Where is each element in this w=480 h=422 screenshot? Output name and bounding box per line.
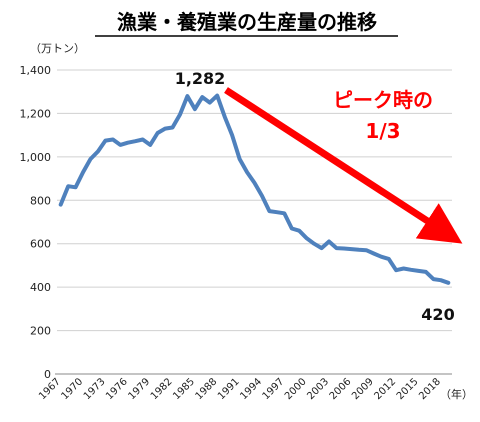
- data-point: [185, 94, 190, 98]
- data-point: [260, 194, 264, 198]
- data-point: [237, 157, 242, 161]
- gridlines: [57, 69, 452, 332]
- y-tick-label: 600: [30, 238, 51, 251]
- data-point: [387, 257, 391, 261]
- x-tick-label: 1988: [194, 376, 220, 402]
- x-tick-label: 2015: [395, 376, 421, 402]
- y-axis-ticks: 0 200 400 600 800 1,000 1,200 1,400: [20, 64, 52, 381]
- x-tick-label: 2006: [328, 376, 354, 402]
- x-tick-label: 1973: [82, 376, 108, 402]
- trend-arrow: [224, 87, 463, 244]
- data-point: [379, 255, 383, 259]
- data-point: [431, 277, 435, 281]
- y-tick-label: 400: [30, 281, 51, 294]
- data-point: [81, 170, 85, 174]
- data-point: [96, 149, 100, 154]
- data-point: [215, 94, 219, 98]
- data-point: [230, 133, 234, 137]
- data-points: [59, 94, 450, 285]
- data-point: [141, 137, 145, 142]
- data-point: [290, 226, 294, 231]
- x-unit-label: （年）: [440, 387, 473, 401]
- data-point: [297, 229, 301, 233]
- y-tick-label: 0: [44, 368, 51, 381]
- data-point: [446, 281, 450, 285]
- data-point: [439, 278, 443, 282]
- y-tick-label: 1,000: [20, 151, 52, 164]
- data-point: [74, 185, 78, 189]
- data-point: [319, 246, 324, 250]
- data-point: [156, 131, 160, 135]
- data-point: [372, 251, 376, 256]
- data-point: [252, 181, 257, 185]
- data-point: [312, 242, 316, 246]
- x-tick-label: 1997: [261, 376, 287, 402]
- data-point: [349, 247, 353, 251]
- x-tick-label: 1979: [127, 376, 153, 402]
- data-point: [305, 236, 309, 240]
- data-point: [170, 125, 175, 130]
- x-tick-label: 1991: [216, 376, 242, 402]
- x-tick-label: 2000: [283, 376, 309, 402]
- data-point: [103, 138, 108, 143]
- data-point: [401, 266, 406, 271]
- data-point: [200, 95, 204, 99]
- data-point: [416, 269, 421, 273]
- data-point: [178, 112, 182, 117]
- data-point: [357, 248, 361, 252]
- x-axis-ticks: 1967197019731976197919821985198819911994…: [37, 376, 443, 402]
- x-tick-label: 2003: [305, 376, 331, 402]
- data-point: [118, 143, 122, 147]
- data-point: [223, 115, 227, 119]
- data-point: [394, 268, 398, 272]
- data-point: [267, 209, 272, 213]
- x-tick-label: 1970: [59, 376, 85, 402]
- last-value-label: 420: [421, 305, 454, 324]
- data-point: [88, 157, 93, 161]
- y-unit-label: （万トン）: [30, 42, 85, 55]
- x-tick-label: 2009: [350, 376, 376, 402]
- data-point: [111, 137, 115, 142]
- data-point: [327, 239, 331, 244]
- data-point: [148, 143, 152, 147]
- data-point: [409, 268, 413, 272]
- x-tick-label: 1985: [171, 376, 197, 402]
- data-point: [275, 210, 279, 214]
- x-tick-label: 1976: [104, 376, 130, 402]
- data-point: [334, 246, 339, 250]
- y-tick-label: 800: [30, 194, 51, 207]
- trend-text-line1: ピーク時の: [333, 88, 433, 112]
- peak-value-label: 1,282: [175, 69, 226, 88]
- data-point: [59, 203, 63, 207]
- data-point: [66, 184, 70, 188]
- data-point: [364, 248, 368, 252]
- x-tick-label: 1967: [37, 376, 63, 402]
- data-point: [208, 100, 212, 105]
- data-point: [424, 270, 428, 274]
- x-tick-label: 1994: [238, 376, 264, 402]
- data-point: [282, 211, 286, 215]
- chart-title: 漁業・養殖業の生産量の推移: [117, 10, 377, 34]
- data-point: [342, 246, 346, 251]
- y-tick-label: 1,400: [20, 64, 52, 77]
- y-tick-label: 1,200: [20, 107, 52, 120]
- trend-text-line2: 1/3: [365, 119, 400, 143]
- data-point: [126, 141, 130, 145]
- data-point: [133, 139, 137, 143]
- data-point: [245, 170, 249, 174]
- x-tick-label: 1982: [149, 376, 175, 402]
- data-point: [193, 107, 197, 111]
- data-point: [163, 127, 167, 131]
- y-tick-label: 200: [30, 325, 51, 338]
- x-tick-label: 2012: [372, 376, 398, 402]
